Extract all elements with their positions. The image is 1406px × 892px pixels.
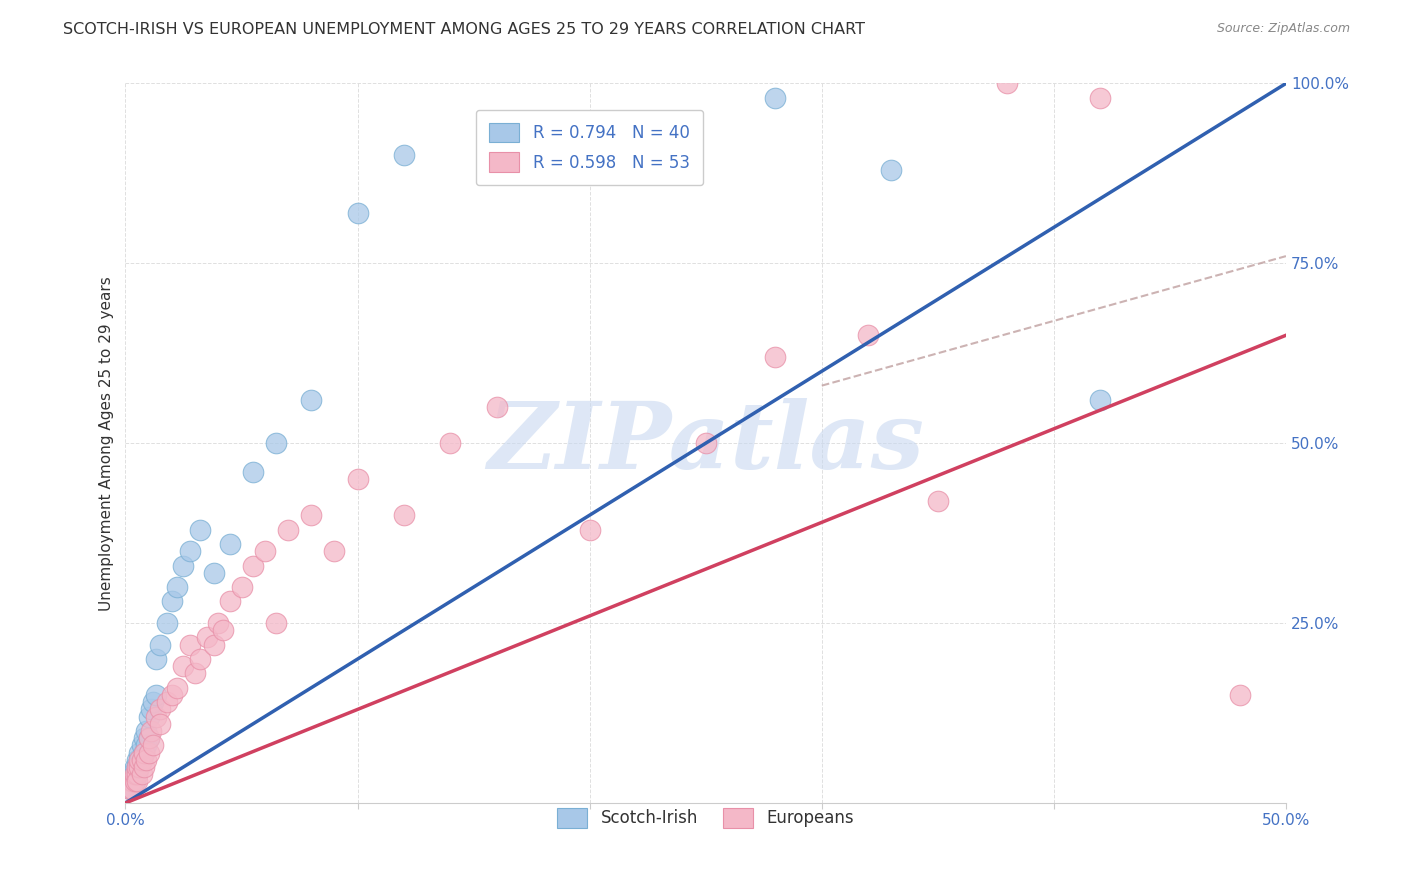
Point bbox=[142, 695, 165, 709]
Point bbox=[149, 638, 172, 652]
Point bbox=[124, 760, 146, 774]
Point bbox=[125, 767, 148, 781]
Point bbox=[1090, 91, 1112, 105]
Point bbox=[128, 760, 150, 774]
Y-axis label: Unemployment Among Ages 25 to 29 years: Unemployment Among Ages 25 to 29 years bbox=[100, 276, 114, 610]
Point bbox=[1229, 688, 1251, 702]
Point bbox=[202, 638, 225, 652]
Point bbox=[266, 436, 288, 450]
Point bbox=[145, 688, 167, 702]
Point bbox=[121, 774, 143, 789]
Point bbox=[138, 731, 160, 746]
Point bbox=[135, 753, 157, 767]
Point bbox=[166, 580, 188, 594]
Point bbox=[299, 392, 322, 407]
Point bbox=[131, 753, 153, 767]
Point bbox=[128, 760, 150, 774]
Point bbox=[231, 580, 253, 594]
Point bbox=[242, 465, 264, 479]
Point bbox=[212, 624, 235, 638]
Point bbox=[253, 544, 276, 558]
Point bbox=[135, 724, 157, 739]
Point bbox=[277, 523, 299, 537]
Point bbox=[131, 739, 153, 753]
Point bbox=[138, 731, 160, 746]
Point bbox=[124, 774, 146, 789]
Point bbox=[125, 760, 148, 774]
Point bbox=[120, 781, 142, 796]
Point bbox=[485, 401, 508, 415]
Point bbox=[763, 350, 786, 364]
Legend: Scotch-Irish, Europeans: Scotch-Irish, Europeans bbox=[551, 802, 860, 834]
Point bbox=[346, 206, 368, 220]
Point bbox=[173, 659, 195, 673]
Point bbox=[323, 544, 346, 558]
Point bbox=[139, 724, 162, 739]
Point bbox=[166, 681, 188, 695]
Point bbox=[132, 746, 155, 760]
Point bbox=[392, 508, 415, 523]
Point bbox=[128, 753, 150, 767]
Point bbox=[135, 739, 157, 753]
Point bbox=[125, 774, 148, 789]
Point bbox=[124, 767, 146, 781]
Point bbox=[125, 760, 148, 774]
Point bbox=[856, 328, 879, 343]
Point bbox=[125, 767, 148, 781]
Text: SCOTCH-IRISH VS EUROPEAN UNEMPLOYMENT AMONG AGES 25 TO 29 YEARS CORRELATION CHAR: SCOTCH-IRISH VS EUROPEAN UNEMPLOYMENT AM… bbox=[63, 22, 865, 37]
Point bbox=[125, 753, 148, 767]
Point bbox=[131, 753, 153, 767]
Point bbox=[128, 753, 150, 767]
Point bbox=[927, 493, 949, 508]
Point bbox=[156, 616, 179, 631]
Point bbox=[173, 558, 195, 573]
Point bbox=[392, 148, 415, 162]
Point bbox=[138, 709, 160, 723]
Point bbox=[266, 616, 288, 631]
Point bbox=[145, 709, 167, 723]
Point bbox=[121, 774, 143, 789]
Point bbox=[132, 746, 155, 760]
Point bbox=[131, 767, 153, 781]
Point bbox=[128, 746, 150, 760]
Point bbox=[139, 702, 162, 716]
Point bbox=[578, 523, 600, 537]
Point bbox=[219, 537, 242, 551]
Point bbox=[160, 594, 183, 608]
Point bbox=[121, 781, 143, 796]
Point bbox=[138, 746, 160, 760]
Point bbox=[242, 558, 264, 573]
Point bbox=[121, 767, 143, 781]
Point bbox=[763, 91, 786, 105]
Point bbox=[219, 594, 242, 608]
Point bbox=[124, 774, 146, 789]
Point bbox=[202, 566, 225, 580]
Text: ZIPatlas: ZIPatlas bbox=[488, 398, 924, 488]
Point bbox=[149, 716, 172, 731]
Point bbox=[184, 666, 207, 681]
Point bbox=[188, 523, 211, 537]
Point bbox=[997, 77, 1019, 91]
Point bbox=[188, 652, 211, 666]
Point bbox=[179, 544, 201, 558]
Point bbox=[145, 652, 167, 666]
Point bbox=[142, 739, 165, 753]
Point bbox=[207, 616, 229, 631]
Point bbox=[132, 760, 155, 774]
Point bbox=[120, 781, 142, 796]
Point bbox=[195, 631, 218, 645]
Point bbox=[132, 731, 155, 746]
Point bbox=[346, 472, 368, 486]
Point bbox=[880, 162, 903, 177]
Point bbox=[1090, 392, 1112, 407]
Point bbox=[439, 436, 461, 450]
Point bbox=[299, 508, 322, 523]
Point bbox=[160, 688, 183, 702]
Point bbox=[695, 436, 717, 450]
Point bbox=[179, 638, 201, 652]
Point bbox=[149, 702, 172, 716]
Text: Source: ZipAtlas.com: Source: ZipAtlas.com bbox=[1216, 22, 1350, 36]
Point bbox=[156, 695, 179, 709]
